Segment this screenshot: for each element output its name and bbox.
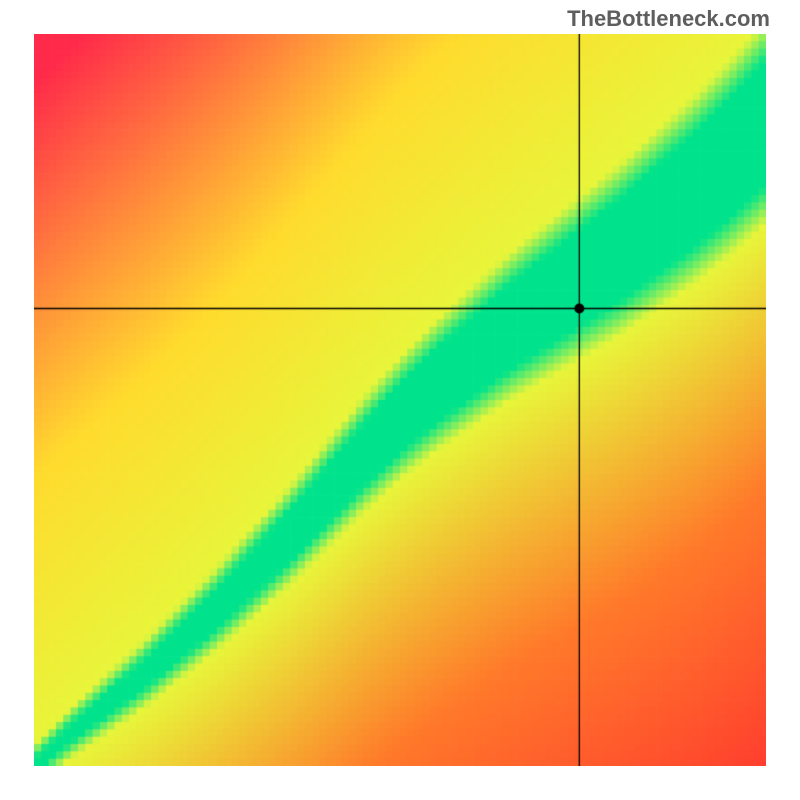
attribution-text: TheBottleneck.com: [567, 6, 770, 32]
crosshair-overlay: [34, 34, 766, 766]
bottleneck-heatmap: [34, 34, 766, 766]
chart-container: TheBottleneck.com: [0, 0, 800, 800]
